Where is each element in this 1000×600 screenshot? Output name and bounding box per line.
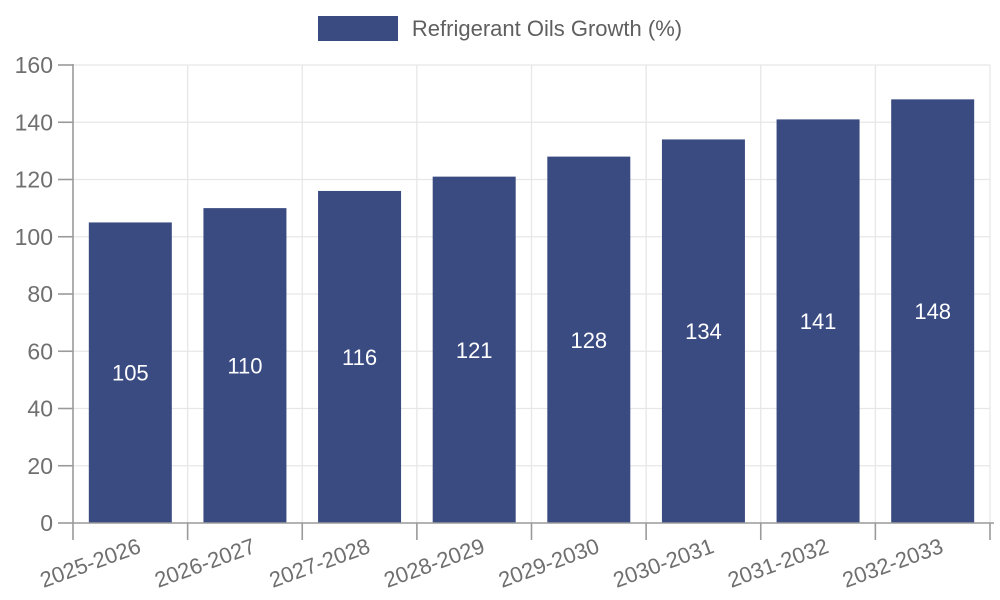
bar-value-label: 141 <box>800 309 837 334</box>
legend-swatch[interactable] <box>317 16 398 41</box>
y-tick-label: 20 <box>27 453 53 479</box>
x-tick-label: 2028-2029 <box>380 533 487 592</box>
legend-label[interactable]: Refrigerant Oils Growth (%) <box>411 15 683 41</box>
y-tick-label: 80 <box>27 281 53 307</box>
bar <box>432 176 516 523</box>
bar <box>547 156 631 523</box>
y-tick-label: 120 <box>15 167 53 193</box>
bar-value-label: 134 <box>685 319 722 344</box>
x-tick-label: 2025-2026 <box>37 533 144 592</box>
y-tick-label: 0 <box>40 510 53 536</box>
bar-value-label: 105 <box>112 361 149 386</box>
bar-value-label: 116 <box>342 345 377 370</box>
legend[interactable]: Refrigerant Oils Growth (%) <box>0 16 1000 41</box>
bar-value-label: 110 <box>227 354 262 379</box>
bar-value-label: 121 <box>456 338 493 363</box>
bar <box>776 119 860 523</box>
x-tick-label: 2029-2030 <box>495 533 602 592</box>
bar <box>88 222 172 523</box>
y-tick-label: 40 <box>27 396 53 422</box>
bar <box>661 139 745 524</box>
x-tick-label: 2027-2028 <box>266 533 373 592</box>
x-tick-label: 2026-2027 <box>151 533 258 592</box>
bar <box>891 99 975 523</box>
bar-value-label: 148 <box>914 299 951 324</box>
y-tick-label: 140 <box>15 109 53 135</box>
y-tick-label: 60 <box>27 338 53 364</box>
bar <box>318 190 402 523</box>
bar <box>203 208 287 523</box>
x-tick-label: 2031-2032 <box>724 533 831 592</box>
x-tick-label: 2030-2031 <box>610 533 717 592</box>
bar-value-label: 128 <box>570 328 607 353</box>
y-tick-label: 100 <box>15 224 53 250</box>
y-tick-label: 160 <box>15 52 53 78</box>
x-tick-label: 2032-2033 <box>839 533 946 592</box>
